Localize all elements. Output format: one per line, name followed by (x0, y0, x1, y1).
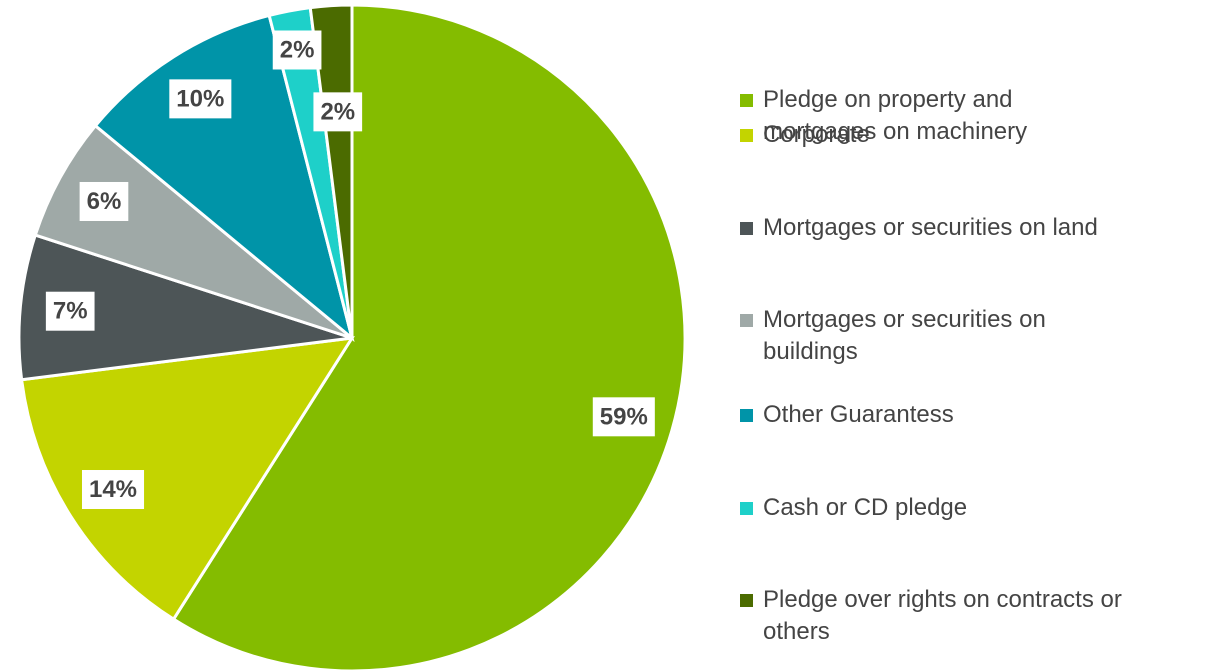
legend-label: Mortgages or securities on buildings (763, 306, 1046, 365)
data-label-text: 2% (280, 36, 315, 63)
pie-slice (308, 3, 354, 339)
legend-swatch (740, 94, 753, 107)
legend-swatch (740, 129, 753, 142)
legend-item: Mortgages or securities on land (740, 212, 1200, 244)
data-label-text: 2% (320, 98, 355, 125)
legend-item: Mortgages or securities on buildings (740, 304, 1200, 368)
legend-swatch (740, 222, 753, 235)
data-label: 2% (313, 92, 363, 132)
chart: 59% 14% 7% 6% 10% 2% 2% (17, 3, 687, 671)
legend-label: Mortgages or securities on land (763, 214, 1098, 241)
data-label-text: 10% (176, 85, 224, 112)
data-label: 6% (79, 181, 129, 221)
data-label: 14% (81, 470, 145, 510)
data-label: 10% (169, 79, 232, 119)
legend-swatch (740, 594, 753, 607)
pie-slice (33, 123, 353, 340)
data-label: 2% (272, 30, 322, 70)
data-label-text: 6% (87, 188, 122, 215)
data-label-box (313, 92, 363, 132)
data-label-box (272, 30, 322, 70)
data-label-box (79, 181, 129, 221)
legend-swatch (740, 409, 753, 422)
data-label-text: 14% (89, 476, 137, 503)
data-label-box (592, 397, 655, 437)
legend-label: Corporate (763, 121, 870, 148)
pie-slice (19, 336, 355, 622)
data-label: 7% (45, 291, 95, 331)
legend-item: Cash or CD pledge (740, 492, 1200, 524)
pie-slice (93, 13, 355, 343)
data-label-text: 7% (53, 298, 88, 325)
legend-label: Pledge on property and mortgages on mach… (763, 86, 1028, 145)
legend-item: Pledge on property and mortgages on mach… (740, 84, 1200, 148)
legend-label: Other Guarantess (763, 401, 954, 428)
pie-slice (17, 233, 353, 382)
data-label-box (45, 291, 95, 331)
data-label: 59% (592, 397, 655, 437)
legend-item: Other Guarantess (740, 399, 1200, 431)
legend-swatch (740, 502, 753, 515)
data-label-text: 59% (600, 403, 648, 430)
data-label-box (81, 470, 145, 510)
legend-item: Corporate (740, 119, 1200, 151)
data-label-box (169, 79, 232, 119)
legend-label: Pledge over rights on contracts or other… (763, 586, 1122, 645)
legend-label: Cash or CD pledge (763, 494, 968, 521)
legend-item: Pledge over rights on contracts or other… (740, 584, 1200, 648)
legend-swatch (740, 314, 753, 327)
